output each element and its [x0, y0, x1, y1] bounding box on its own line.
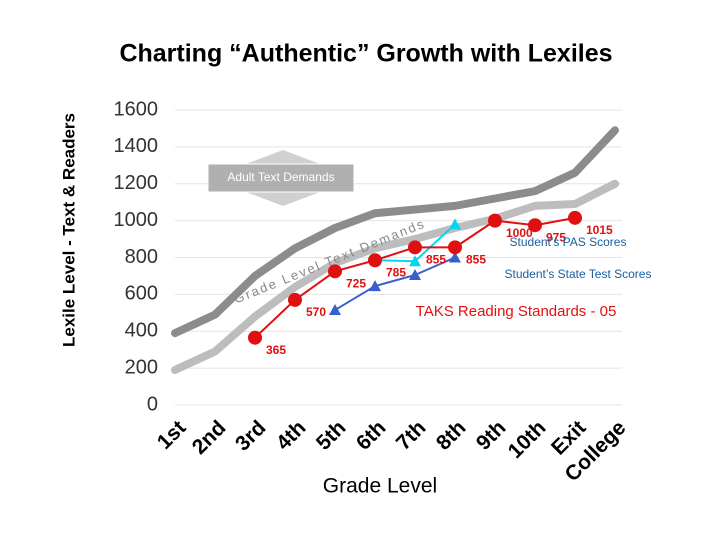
x-tick-label: 7th [392, 416, 431, 455]
data-label: 975 [546, 230, 566, 244]
y-tick-label: 400 [125, 320, 158, 342]
point [329, 304, 341, 316]
y-tick-label: 200 [125, 356, 158, 378]
y-tick-label: 800 [125, 246, 158, 268]
point [248, 330, 262, 345]
adult-text-demands: Adult Text Demands [227, 170, 334, 184]
y-tick-label: 1400 [114, 135, 159, 157]
point [449, 218, 461, 230]
state-label: Student’s State Test Scores [505, 267, 652, 281]
series-line [171, 179, 619, 374]
y-tick-label: 0 [147, 393, 158, 415]
x-tick-label: 3rd [231, 416, 270, 455]
point [568, 210, 582, 225]
data-label: 855 [426, 253, 446, 267]
x-axis-label: Grade Level [323, 475, 437, 498]
data-label: 725 [346, 277, 366, 291]
y-axis-label: Lexile Level - Text & Readers [59, 113, 78, 347]
series-line [171, 126, 619, 338]
x-tick-label: 1st [153, 416, 191, 454]
x-tick-label: 8th [432, 416, 471, 455]
title: Charting “Authentic” Growth with Lexiles [119, 40, 612, 68]
point [488, 213, 502, 228]
point [328, 264, 342, 279]
y-tick-label: 1200 [114, 172, 159, 194]
data-label: 785 [386, 265, 406, 279]
point [368, 253, 382, 268]
data-label: 365 [266, 343, 286, 357]
data-label: 855 [466, 253, 486, 267]
data-label: 570 [306, 305, 326, 319]
point [409, 255, 421, 267]
point [408, 240, 422, 255]
x-tick-label: 2nd [188, 416, 231, 459]
y-tick-label: 600 [125, 283, 158, 305]
pas-label: Student’s PAS Scores [510, 235, 627, 249]
x-tick-label: 5th [312, 416, 351, 455]
point [288, 292, 302, 307]
adult-arrow [207, 150, 355, 206]
point [409, 269, 421, 281]
point [448, 240, 462, 255]
point [528, 218, 542, 233]
point [369, 280, 381, 292]
taks-label: TAKS Reading Standards - 05 [416, 303, 617, 320]
x-tick-label: 4th [272, 416, 311, 455]
data-label: 1000 [506, 226, 533, 240]
y-tick-label: 1600 [114, 98, 159, 120]
x-tick-label: 10th [504, 416, 551, 463]
data-label: 1015 [586, 223, 613, 237]
x-tick-label: 6th [352, 416, 391, 455]
point [449, 251, 461, 263]
y-tick-label: 1000 [114, 209, 159, 231]
series-line [334, 256, 456, 312]
